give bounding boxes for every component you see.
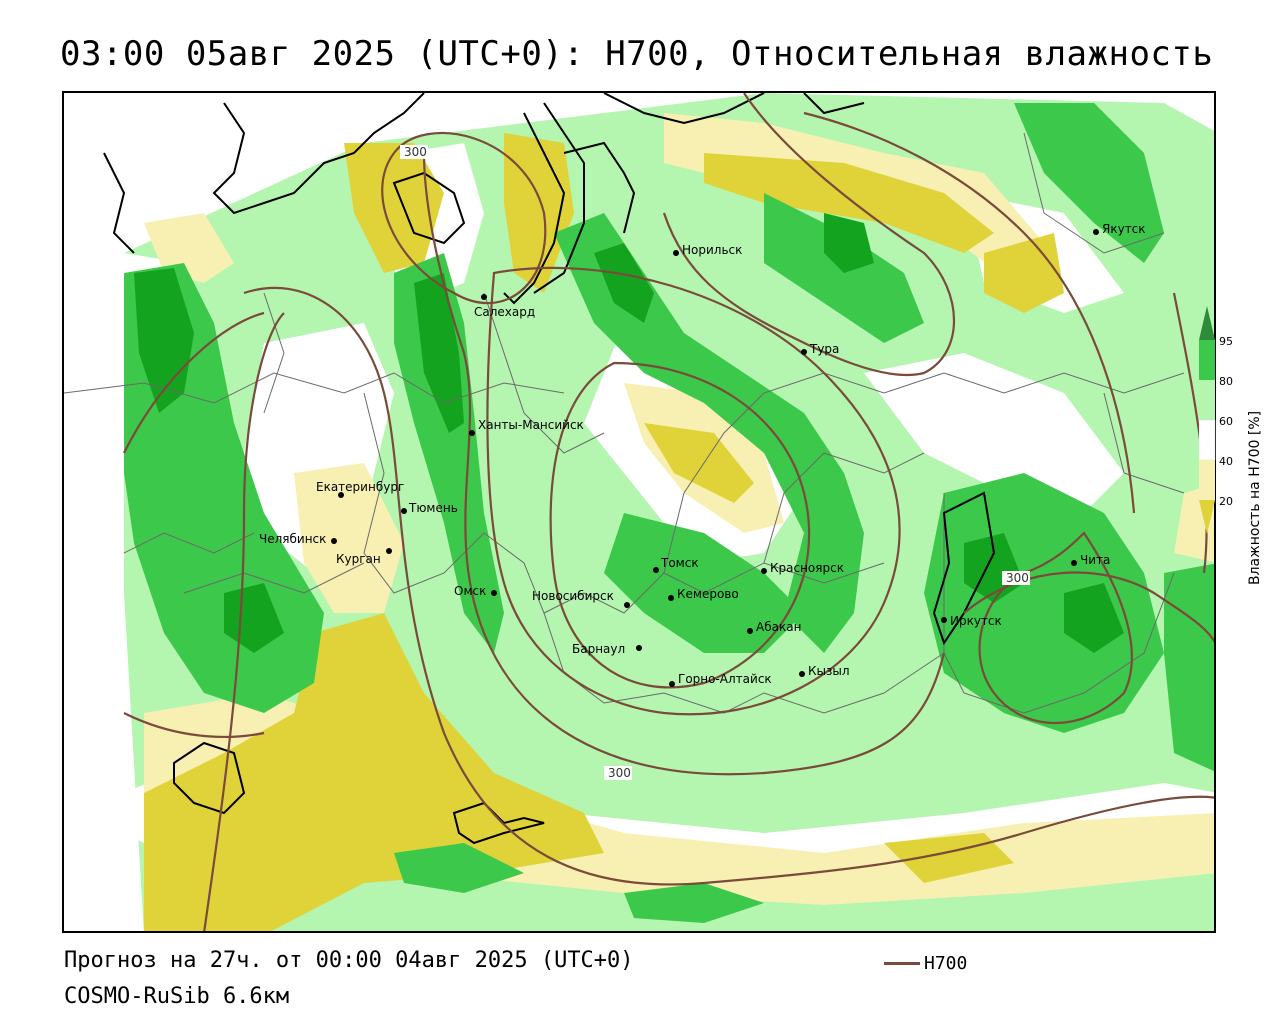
city-label: Тюмень [408, 501, 458, 515]
city-kemerovo[interactable]: Кемерово [668, 587, 739, 601]
isohypse-label: 300 [608, 766, 631, 780]
city-yekaterinburg[interactable]: Екатеринбург [316, 480, 404, 498]
city-markers: Якутск Норильск Салехард Тура Ханты-Манс… [259, 222, 1146, 687]
h700-legend: H700 [884, 953, 967, 974]
colorbar-below-20 [1199, 500, 1215, 534]
city-yakutsk[interactable]: Якутск [1093, 222, 1146, 236]
coastlines [103, 93, 996, 845]
city-label: Барнаул [572, 642, 625, 656]
isohypse-label: 300 [1006, 571, 1029, 585]
city-label: Салехард [474, 305, 535, 319]
city-tomsk[interactable]: Томск [653, 556, 699, 573]
city-gorno-altaysk[interactable]: Горно-Алтайск [669, 672, 772, 687]
model-info: COSMO-RuSib 6.6км [64, 984, 290, 1009]
colorbar-60-80 [1199, 380, 1215, 420]
colorbar-tick: 95 [1219, 335, 1233, 348]
city-label: Челябинск [259, 532, 326, 546]
humidity-above-95 [134, 213, 1124, 653]
city-label: Кемерово [677, 587, 739, 601]
city-norilsk[interactable]: Норильск [673, 243, 742, 257]
city-label: Красноярск [770, 561, 844, 575]
colorbar-40-60 [1199, 419, 1216, 461]
city-khanty-mansiysk[interactable]: Ханты-Мансийск [469, 418, 584, 436]
city-kurgan[interactable]: Курган [336, 548, 392, 566]
colorbar-ticks: 95 80 60 40 20 [1219, 335, 1233, 508]
city-omsk[interactable]: Омск [454, 584, 497, 598]
map-frame: 300 300 300 Якутск Норильск Салехард Тур… [62, 91, 1216, 933]
colorbar-20-40 [1199, 460, 1215, 500]
forecast-info: Прогноз на 27ч. от 00:00 04авг 2025 (UTC… [64, 948, 634, 973]
city-label: Горно-Алтайск [678, 672, 772, 686]
colorbar-above-95 [1199, 306, 1215, 340]
colorbar-tick: 80 [1219, 375, 1233, 388]
isohypse-labels: 300 300 300 [400, 145, 1030, 780]
isohypse-label: 300 [404, 145, 427, 159]
city-tura[interactable]: Тура [801, 342, 839, 356]
colorbar-80-95 [1199, 340, 1215, 380]
h700-isohypses [123, 93, 1214, 931]
city-label: Томск [660, 556, 699, 570]
city-chelyabinsk[interactable]: Челябинск [259, 532, 337, 546]
city-tyumen[interactable]: Тюмень [401, 501, 458, 515]
humidity-map: 300 300 300 Якутск Норильск Салехард Тур… [64, 93, 1214, 931]
city-kyzyl[interactable]: Кызыл [799, 664, 850, 678]
humidity-colorbar: 95 80 60 40 20 Влажность на H700 [%] [1199, 306, 1263, 585]
colorbar-tick: 40 [1219, 455, 1233, 468]
city-chita[interactable]: Чита [1071, 553, 1110, 567]
city-label: Омск [454, 584, 486, 598]
city-label: Новосибирск [532, 589, 614, 603]
city-label: Ханты-Мансийск [478, 418, 584, 432]
h700-legend-line [884, 962, 920, 965]
city-novosibirsk[interactable]: Новосибирск [532, 589, 630, 608]
city-label: Чита [1080, 553, 1110, 567]
h700-legend-label: H700 [924, 953, 968, 974]
city-irkutsk[interactable]: Иркутск [941, 614, 1002, 628]
colorbar-tick: 20 [1219, 495, 1233, 508]
city-label: Екатеринбург [316, 480, 404, 494]
city-label: Абакан [756, 620, 801, 634]
colorbar-tick: 60 [1219, 415, 1233, 428]
colorbar-title: Влажность на H700 [%] [1247, 411, 1263, 585]
city-barnaul[interactable]: Барнаул [572, 642, 642, 656]
city-salekhard[interactable]: Салехард [474, 294, 535, 319]
city-label: Тура [809, 342, 839, 356]
city-label: Иркутск [950, 614, 1002, 628]
city-label: Кызыл [808, 664, 850, 678]
map-title: 03:00 05авг 2025 (UTC+0): H700, Относите… [60, 34, 1214, 74]
city-abakan[interactable]: Абакан [747, 620, 801, 634]
city-krasnoyarsk[interactable]: Красноярск [761, 561, 844, 575]
city-label: Курган [336, 552, 381, 566]
city-label: Норильск [682, 243, 742, 257]
city-label: Якутск [1102, 222, 1146, 236]
